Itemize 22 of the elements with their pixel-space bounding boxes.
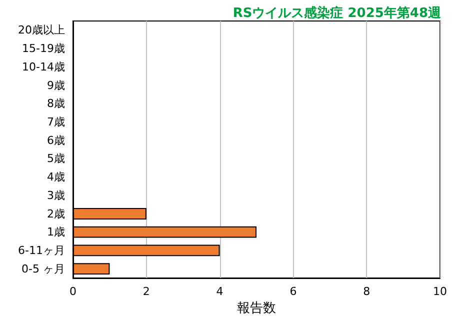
y-tick-label: 6-11ヶ月: [18, 244, 65, 257]
y-tick-label: 9歳: [47, 78, 65, 92]
x-tick-label: 2: [142, 285, 150, 298]
y-tick-label: 0-5 ヶ月: [22, 262, 65, 276]
y-tick-label: 4歳: [47, 170, 65, 184]
y-tick-label: 10-14歳: [22, 60, 65, 74]
y-tick-label: 15-19歳: [22, 42, 65, 56]
x-tick-label: 10: [433, 285, 447, 298]
x-tick-label: 0: [70, 285, 76, 298]
y-tick-label: 6歳: [47, 134, 65, 147]
y-tick-label: 20歳以上: [18, 24, 65, 37]
x-tick-label: 6: [290, 285, 297, 298]
y-tick-label: 5歳: [47, 152, 65, 166]
chart-title: RSウイルス感染症 2025年第48週: [232, 5, 442, 21]
y-tick-label: 3歳: [47, 188, 65, 202]
y-tick-label: 1歳: [47, 226, 65, 239]
x-axis-title: 報告数: [237, 300, 276, 316]
x-tick-label: 4: [216, 285, 224, 298]
y-tick-label: 8歳: [47, 97, 65, 110]
y-tick-label: 7歳: [47, 115, 65, 128]
x-tick-label: 8: [363, 285, 370, 298]
y-tick-label: 2歳: [47, 207, 65, 220]
